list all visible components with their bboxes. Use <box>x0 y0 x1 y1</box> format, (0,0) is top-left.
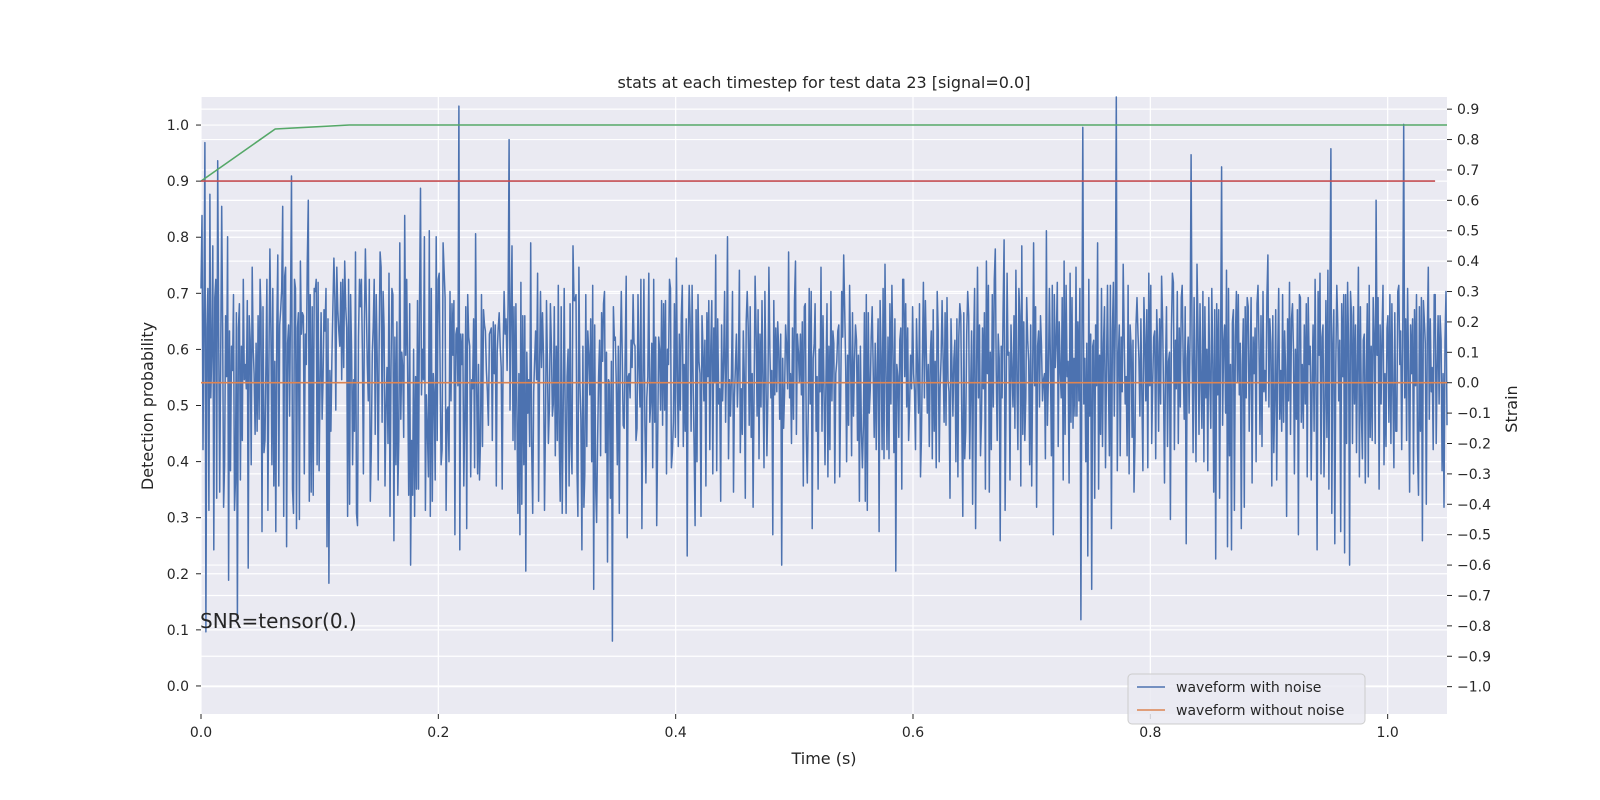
x-tick-label-5: 1.0 <box>1377 725 1399 741</box>
y-right-tick-label-14: 0.4 <box>1457 254 1479 270</box>
legend-box <box>1127 673 1366 725</box>
y-right-tick-label-4: −0.6 <box>1457 558 1491 574</box>
y-right-tick-label-17: 0.7 <box>1457 163 1479 179</box>
x-axis-ticks: 0.0 0.2 0.4 0.6 0.8 1.0 <box>190 714 1399 741</box>
right-y-axis-ticks: −1.0 −0.9 −0.8 −0.7 −0.6 −0.5 −0.4 −0.3 −0.2 −0.1… <box>1447 102 1491 696</box>
y-left-tick-label-3: 0.3 <box>167 511 189 527</box>
y-left-tick-label-10: 1.0 <box>167 118 189 134</box>
y-right-tick-label-9: −0.1 <box>1457 406 1491 422</box>
legend: waveform with noise waveform without noi… <box>1127 673 1366 725</box>
right-y-axis-label: Strain <box>1502 385 1521 432</box>
x-tick-label-4: 0.8 <box>1139 725 1161 741</box>
left-y-axis-label: Detection probability <box>138 322 157 490</box>
y-right-tick-label-8: −0.2 <box>1457 436 1491 452</box>
y-right-tick-label-11: 0.1 <box>1457 345 1479 361</box>
y-right-tick-label-3: −0.7 <box>1457 588 1491 604</box>
series-line-2 <box>200 124 1447 182</box>
snr-annotation: SNR=tensor(0.) <box>200 609 357 633</box>
y-right-tick-label-1: −0.9 <box>1457 649 1491 665</box>
y-left-tick-label-9: 0.9 <box>167 174 189 190</box>
y-right-tick-label-10: 0.0 <box>1457 376 1479 392</box>
y-left-tick-label-0: 0.0 <box>167 679 189 695</box>
y-right-tick-label-16: 0.6 <box>1457 193 1479 209</box>
y-right-tick-label-5: −0.5 <box>1457 528 1491 544</box>
y-right-tick-label-18: 0.8 <box>1457 133 1479 149</box>
y-left-tick-label-8: 0.8 <box>167 230 189 246</box>
x-tick-label-2: 0.4 <box>665 725 687 741</box>
series-lines <box>200 96 1448 642</box>
series-line-0 <box>200 96 1448 642</box>
y-left-tick-label-1: 0.1 <box>167 623 189 639</box>
y-right-tick-label-0: −1.0 <box>1457 680 1491 696</box>
x-tick-label-0: 0.0 <box>190 725 212 741</box>
x-tick-label-3: 0.6 <box>902 725 924 741</box>
y-right-tick-label-12: 0.2 <box>1457 315 1479 331</box>
y-left-tick-label-4: 0.4 <box>167 455 189 471</box>
y-right-tick-label-19: 0.9 <box>1457 102 1479 118</box>
y-left-tick-label-2: 0.2 <box>167 567 189 583</box>
y-right-tick-label-7: −0.3 <box>1457 467 1491 483</box>
left-y-axis-ticks: 0.0 0.1 0.2 0.3 0.4 0.5 0.6 0.7 0.8 0.9 1.0 <box>167 118 201 695</box>
legend-label-clean: waveform without noise <box>1176 703 1344 719</box>
y-left-tick-label-7: 0.7 <box>167 286 189 302</box>
x-axis-label: Time (s) <box>790 749 856 768</box>
y-left-tick-label-6: 0.6 <box>167 342 189 358</box>
y-right-tick-label-6: −0.4 <box>1457 497 1491 513</box>
legend-label-noise: waveform with noise <box>1176 680 1321 696</box>
y-right-tick-label-2: −0.8 <box>1457 619 1491 635</box>
y-right-tick-label-15: 0.5 <box>1457 224 1479 240</box>
x-tick-label-1: 0.2 <box>427 725 449 741</box>
grid-lines <box>200 97 1447 714</box>
y-left-tick-label-5: 0.5 <box>167 399 189 415</box>
chart-title: stats at each timestep for test data 23 … <box>618 73 1031 92</box>
y-right-tick-label-13: 0.3 <box>1457 285 1479 301</box>
